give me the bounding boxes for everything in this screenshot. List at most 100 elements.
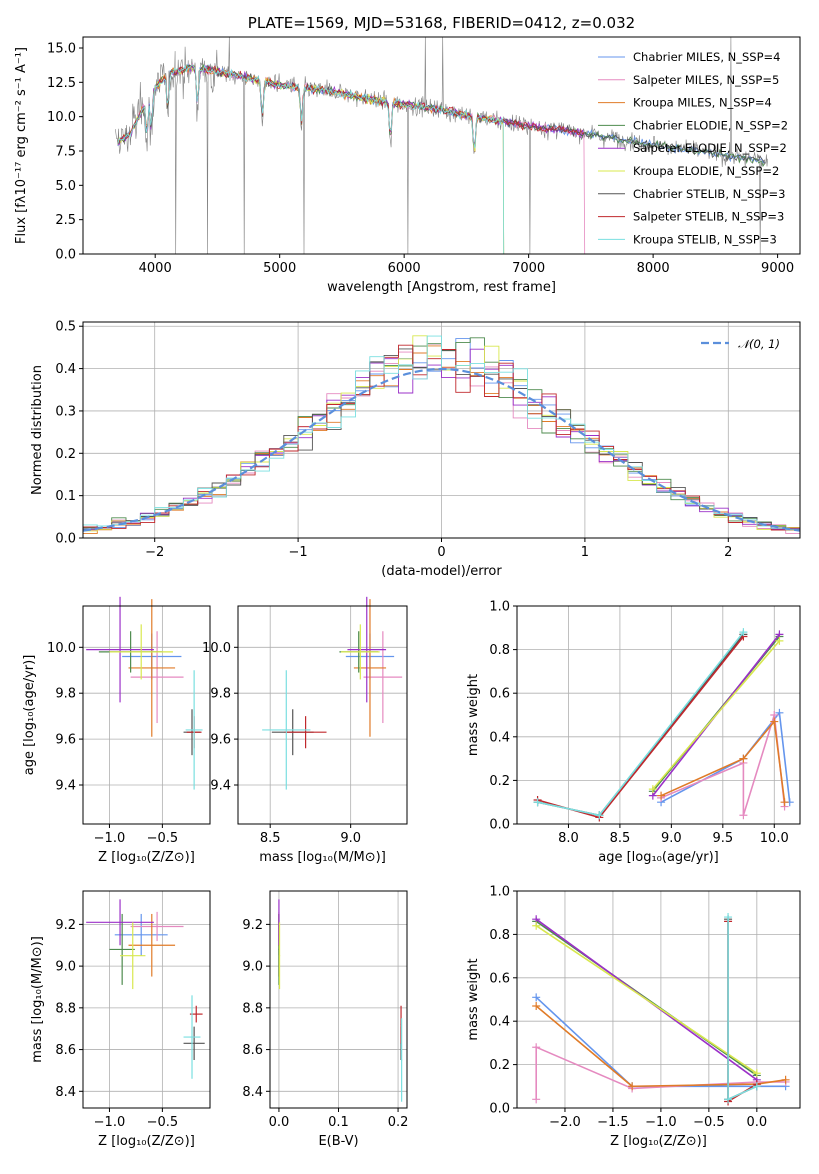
- x-axis-label: age [log₁₀(age/yr)]: [598, 850, 719, 865]
- panel-weight_vs_age: 8.0 8.5 9.0 9.5 10.0 0.0 0.2 0.4 0.6 0.8 1.0 age [l…: [466, 600, 801, 865]
- plot-area: [115, 37, 768, 254]
- weight-marker-k_elodie: [532, 921, 541, 930]
- y-tick-label: 8.4: [242, 1085, 263, 1100]
- weight-marker-k_miles: [780, 798, 789, 807]
- normal-curve: [83, 367, 800, 532]
- x-tick-label: 10.0: [760, 831, 789, 846]
- y-tick-label: 8.6: [242, 1043, 263, 1058]
- x-tick-label: −0.5: [147, 1115, 179, 1130]
- y-tick-label: 9.2: [55, 918, 76, 933]
- axes-box: [516, 605, 801, 825]
- errorbar-point-k_miles: [128, 913, 176, 977]
- y-tick-label: 9.8: [210, 687, 231, 702]
- weight-marker-s_miles: [739, 811, 748, 820]
- errorbar-point-s_elodie: [86, 899, 154, 946]
- y-tick-label: 9.6: [210, 733, 231, 748]
- x-tick-label: −1: [289, 545, 308, 560]
- weight-marker-s_miles: [532, 1043, 541, 1052]
- y-tick-label: 10.0: [202, 641, 231, 656]
- x-tick-label: 0.2: [388, 1115, 409, 1130]
- x-tick-label: 8.5: [260, 831, 281, 846]
- x-tick-label: 9000: [761, 261, 794, 276]
- histogram-k_stelib: [83, 335, 800, 531]
- panel-spectrum: 4000 5000 6000 7000 8000 9000 0.0 2.5 5.0 7.5 10.0…: [14, 14, 801, 295]
- errorbar-point-k_elodie: [278, 922, 281, 990]
- legend-label: Kroupa STELIB, N_SSP=3: [633, 232, 777, 246]
- legend-label: Kroupa ELODIE, N_SSP=2: [633, 164, 779, 178]
- y-tick-label: 9.2: [242, 918, 263, 933]
- x-tick-label: 0.0: [269, 1115, 290, 1130]
- y-tick-label: 0.4: [489, 730, 510, 745]
- errorbar-point-s_miles: [363, 631, 403, 724]
- weight-marker-c_miles: [532, 993, 541, 1002]
- y-tick-label: 0.6: [489, 971, 510, 986]
- legend-label: Kroupa MILES, N_SSP=4: [633, 96, 772, 110]
- y-tick-label: 9.0: [55, 960, 76, 975]
- y-tick-label: 8.6: [55, 1043, 76, 1058]
- y-tick-label: 9.0: [242, 960, 263, 975]
- y-tick-label: 5.0: [55, 179, 76, 194]
- panel-weight_vs_Z: −2.0 −1.5 −1.0 −0.5 0.0 0.0 0.2 0.4 0.6 0.8 1.0 Z […: [466, 885, 801, 1149]
- y-tick-label: 0.2: [489, 1058, 510, 1073]
- x-tick-label: −1.0: [94, 831, 126, 846]
- errorbar-point-c_stelib: [183, 1026, 205, 1061]
- y-tick-label: 0.0: [489, 1102, 510, 1117]
- x-tick-label: 2: [724, 545, 732, 560]
- y-tick-label: 0.0: [55, 532, 76, 547]
- x-tick-label: 5000: [263, 261, 296, 276]
- weight-marker-s_miles: [532, 1095, 541, 1104]
- axes-frame: −1.0 −0.5 9.4 9.6 9.8 10.0 Z [log₁₀(Z/Z⊙)] age …: [22, 605, 211, 865]
- plot-area: [533, 628, 794, 822]
- plot-area: [262, 596, 403, 790]
- x-tick-label: 8.0: [558, 831, 579, 846]
- y-tick-label: 10.0: [47, 110, 76, 125]
- weight-marker-k_elodie: [752, 1069, 761, 1078]
- errorbar-point-k_elodie: [341, 624, 380, 680]
- errorbar-point-c_elodie: [109, 913, 135, 985]
- x-tick-label: 7000: [512, 261, 545, 276]
- y-tick-label: 0.3: [55, 404, 76, 419]
- weight-line-k_elodie: [652, 640, 781, 790]
- y-axis-label: Flux [fλ10⁻¹⁷ erg cm⁻² s⁻¹ A⁻¹]: [14, 47, 29, 244]
- weight-marker-k_miles: [781, 1075, 790, 1084]
- errorbar-point-k_elodie: [109, 624, 173, 680]
- y-tick-label: 9.4: [55, 778, 76, 793]
- axes-box: [82, 36, 801, 255]
- y-axis-label: Normed distribution: [30, 365, 45, 495]
- weight-line-s_stelib: [727, 921, 758, 1103]
- axes-box: [516, 890, 801, 1109]
- legend-label: Chabrier MILES, N_SSP=4: [633, 50, 780, 64]
- y-tick-label: 0.4: [55, 362, 76, 377]
- legend: Chabrier MILES, N_SSP=4 Salpeter MILES, N…: [598, 50, 788, 246]
- x-tick-label: −1.0: [645, 1115, 677, 1130]
- errorbar-point-k_stelib: [183, 995, 201, 1079]
- axes-frame: 4000 5000 6000 7000 8000 9000 0.0 2.5 5.0 7.5 10.0…: [14, 36, 801, 295]
- y-tick-label: 0.8: [489, 643, 510, 658]
- y-tick-label: 0.5: [55, 320, 76, 335]
- errorbar-point-k_stelib: [401, 1018, 403, 1102]
- y-tick-label: 15.0: [47, 41, 76, 56]
- legend-label: Salpeter ELODIE, N_SSP=2: [633, 141, 787, 155]
- errorbar-point-s_elodie: [347, 596, 387, 703]
- weight-marker-k_stelib: [595, 811, 604, 820]
- y-tick-label: 0.8: [489, 928, 510, 943]
- y-tick-label: 1.0: [489, 885, 510, 900]
- x-tick-label: 1: [581, 545, 589, 560]
- x-tick-label: 9.0: [340, 831, 361, 846]
- weight-marker-c_miles: [775, 708, 784, 717]
- y-axis-label: mass [log₁₀(M/M⊙)]: [30, 936, 45, 1063]
- legend-label: Chabrier STELIB, N_SSP=3: [633, 187, 785, 201]
- x-axis-label: Z [log₁₀(Z/Z⊙)]: [98, 850, 195, 865]
- legend: 𝒩(0, 1): [701, 337, 780, 351]
- weight-marker-k_miles: [739, 754, 748, 763]
- panel-residuals: −2 −1 0 1 2 0.0 0.1 0.2 0.3 0.4 0.5 (data-model)/er…: [30, 320, 801, 579]
- y-tick-label: 0.1: [55, 489, 76, 504]
- axes-frame: −2 −1 0 1 2 0.0 0.1 0.2 0.3 0.4 0.5 (data-model)/er…: [30, 320, 801, 579]
- x-axis-label: Z [log₁₀(Z/Z⊙)]: [610, 1134, 707, 1149]
- x-tick-label: −2: [145, 545, 164, 560]
- x-tick-label: −0.5: [693, 1115, 725, 1130]
- axes-frame: 8.5 9.0 9.4 9.6 9.8 10.0 mass [log₁₀(M/M⊙)]: [202, 605, 408, 865]
- weight-marker-k_stelib: [724, 913, 733, 922]
